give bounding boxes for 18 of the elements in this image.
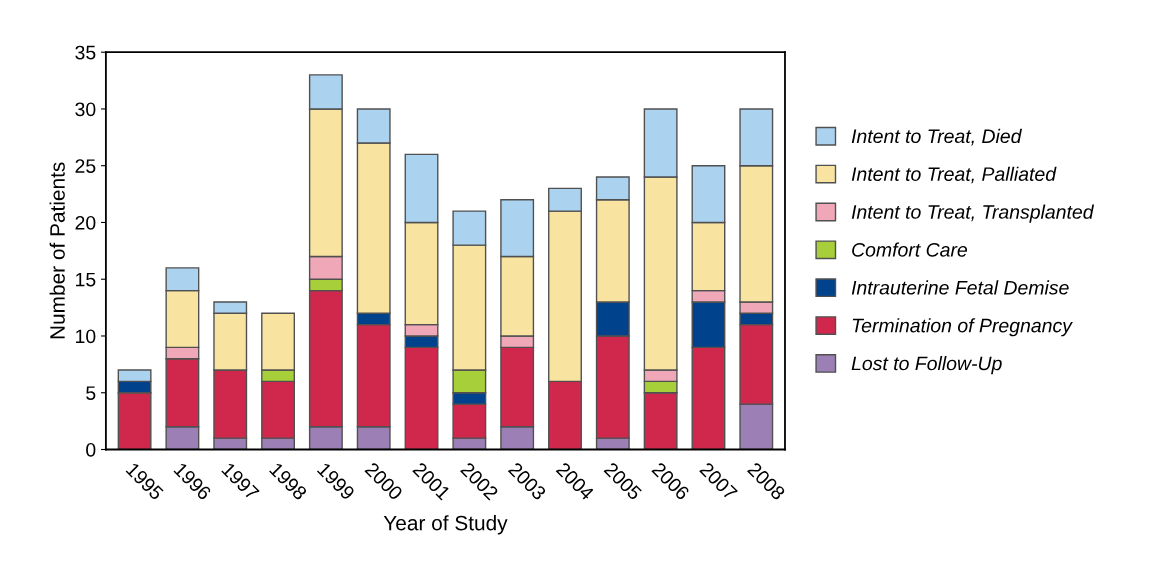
y-tick-label: 35 <box>75 45 96 60</box>
y-tick-label: 10 <box>76 329 96 344</box>
y-tick-label: 30 <box>75 102 96 117</box>
legend-label: Intrauterine Fetal Demise <box>851 280 1069 295</box>
x-tick-label: 1997 <box>221 462 260 501</box>
y-tick-label: 5 <box>86 386 96 400</box>
legend-label: Comfort Care <box>852 242 968 257</box>
y-tick-label: 25 <box>75 159 96 173</box>
legend-label: Intent to Treat, Palliated <box>851 166 1057 184</box>
x-axis-title: Year of Study <box>383 515 508 535</box>
legend-label: Intent to Treat, Transplanted <box>851 204 1095 223</box>
legend-label: Termination of Pregnancy <box>852 318 1073 337</box>
y-tick-label: 15 <box>76 272 96 287</box>
legend-label: Lost to Follow-Up <box>851 356 1002 375</box>
y-axis-title: Number of Patients <box>49 162 65 339</box>
legend-label: Intent to Treat, Died <box>851 128 1022 146</box>
y-tick-label: 20 <box>75 215 96 230</box>
y-tick-label: 0 <box>86 442 96 457</box>
